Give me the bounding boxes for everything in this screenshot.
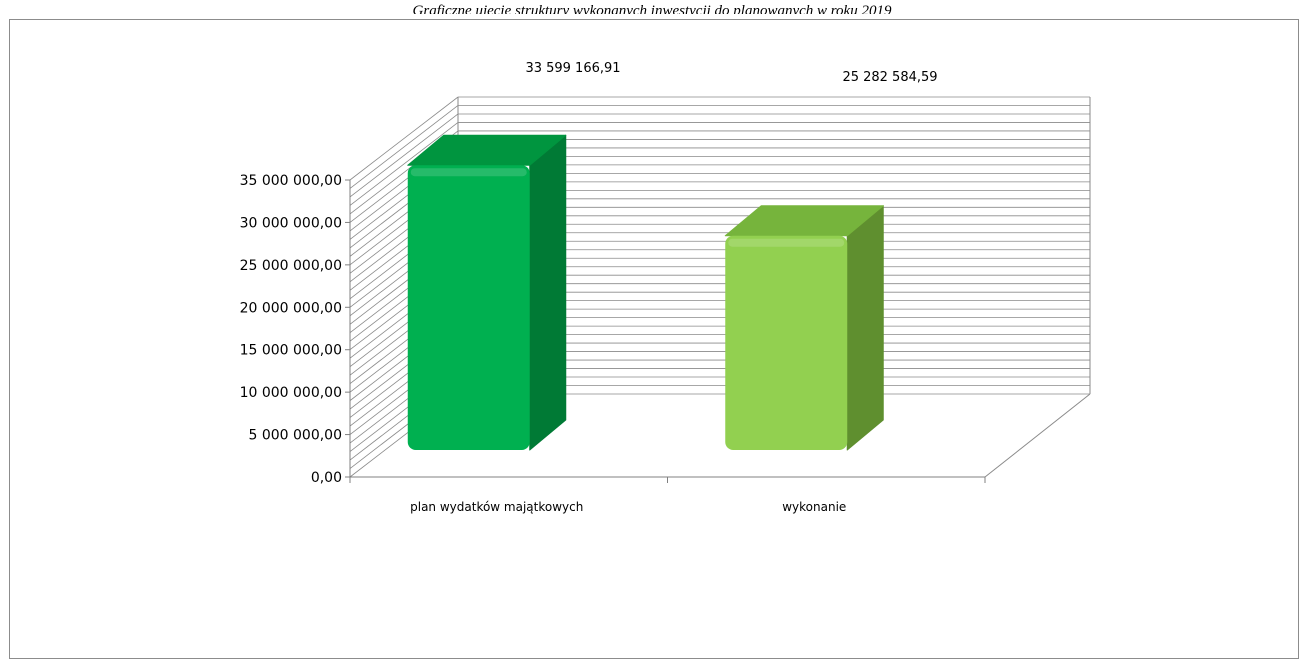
data-label: 25 282 584,59 <box>842 70 937 85</box>
gridline-side <box>349 113 459 198</box>
floor-right-edge <box>984 393 1091 478</box>
chart-caption: Graficzne ujęcie struktury wykonanych in… <box>0 0 1304 14</box>
x-category-label: plan wydatków majątkowych <box>410 500 583 514</box>
bar <box>725 235 848 450</box>
y-tick-label: 20 000 000,00 <box>240 300 342 316</box>
y-axis: 0,00 5 000 000,00 10 000 000,00 15 000 000,… <box>240 173 351 486</box>
y-tick-label: 35 000 000,00 <box>240 173 342 189</box>
y-tick-label: 25 000 000,00 <box>240 258 342 274</box>
y-tick-label: 30 000 000,00 <box>240 215 342 231</box>
data-label: 33 599 166,91 <box>525 61 620 76</box>
data-labels: 33 599 166,91 25 282 584,59 <box>525 61 937 85</box>
bar-highlight <box>410 168 527 177</box>
gridline-side <box>349 96 459 181</box>
bar-side <box>529 134 567 451</box>
x-axis: plan wydatków majątkowych wykonanie <box>349 476 986 514</box>
y-tick-label: 15 000 000,00 <box>240 343 342 359</box>
x-category-label: wykonanie <box>782 500 846 514</box>
bar <box>407 165 530 450</box>
y-tick-label: 10 000 000,00 <box>240 385 342 401</box>
bar-side <box>846 205 884 451</box>
bars <box>407 134 884 451</box>
chart-caption-text: Graficzne ujęcie struktury wykonanych in… <box>412 3 892 14</box>
gridline-side <box>349 105 459 189</box>
bar-highlight <box>728 238 845 247</box>
gridline-side <box>349 122 459 206</box>
y-tick-label: 5 000 000,00 <box>248 428 342 444</box>
y-tick-label: 0,00 <box>311 470 342 486</box>
bar-top <box>407 134 567 166</box>
chart-frame <box>9 19 1299 659</box>
